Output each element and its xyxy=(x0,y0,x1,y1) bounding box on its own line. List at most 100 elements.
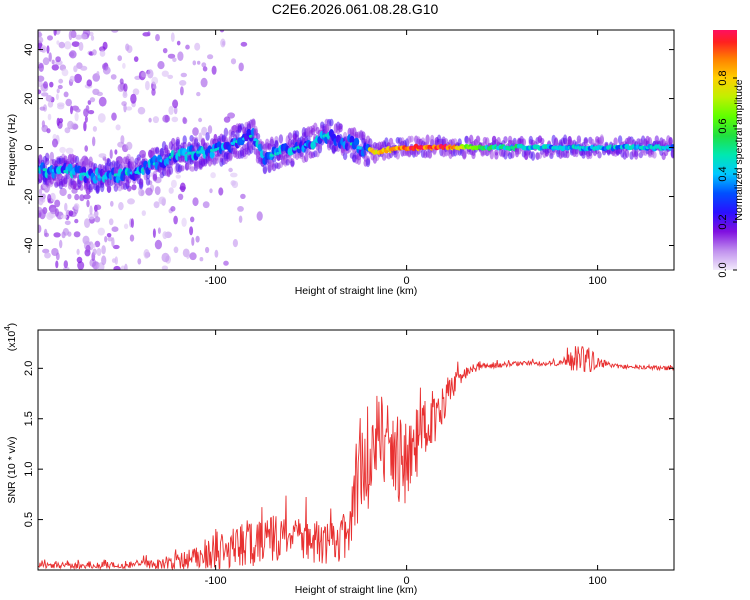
spectrogram-noise-cell xyxy=(58,41,65,49)
snr-x-tick-label: 100 xyxy=(588,575,606,587)
spectrogram-noise-cell xyxy=(83,194,91,200)
spectrogram-halo-cell xyxy=(562,134,568,145)
spectrogram-noise-cell xyxy=(64,202,68,212)
spectrogram-noise-cell xyxy=(200,77,208,88)
spectrogram-noise-cell xyxy=(223,260,229,266)
spectrogram-noise-cell xyxy=(256,211,263,221)
spectrogram-noise-cell xyxy=(83,121,87,132)
spectrogram-noise-cell xyxy=(161,70,169,77)
spectrogram-noise-cell xyxy=(180,86,184,96)
spectrogram-noise-cell xyxy=(185,44,190,50)
spectrogram-noise-cell xyxy=(145,80,150,91)
spectrogram-noise-cell xyxy=(108,218,114,226)
spectrogram-noise-cell xyxy=(113,265,121,270)
spectrogram-frame xyxy=(37,29,675,271)
spectrogram-noise-cell xyxy=(63,91,69,98)
spectrogram-noise-cell xyxy=(96,91,104,97)
spectrogram-noise-cell xyxy=(38,62,44,72)
spectrogram-halo-cell xyxy=(49,151,54,162)
spectrogram-noise-cell xyxy=(177,193,184,200)
spectrogram-noise-cell xyxy=(158,196,166,205)
spectrogram-noise-cell xyxy=(157,227,161,234)
spectrogram-noise-cell xyxy=(238,215,243,223)
spectrogram-noise-cell xyxy=(59,239,63,249)
spectrogram-noise-cell xyxy=(161,265,169,270)
spectrogram-halo-cell xyxy=(168,166,174,175)
spectrogram-halo-cell xyxy=(74,155,80,165)
spectrogram-noise-cell xyxy=(102,63,107,70)
spectrogram-halo-cell xyxy=(540,137,545,145)
spectrogram-noise-cell xyxy=(56,88,60,94)
spectrogram-halo-cell xyxy=(489,149,494,160)
spectrogram-noise-cell xyxy=(74,73,82,84)
spectrogram-noise-cell xyxy=(54,199,61,208)
spectrogram-y-tick-label: -40 xyxy=(23,238,35,254)
spectrogram-ridge-cell xyxy=(670,144,674,149)
spectrogram-noise-cell xyxy=(170,206,176,212)
colorbar: 0.0 0.2 0.4 0.6 0.8 Normalized spectral ampl… xyxy=(713,30,745,278)
spectrogram-noise-cell xyxy=(55,93,59,101)
spectrogram-noise-cell xyxy=(143,249,150,259)
spectrogram-halo-cell xyxy=(530,151,536,161)
spectrogram-noise-cell xyxy=(207,125,213,134)
spectrogram-marks xyxy=(38,30,674,270)
spectrogram-noise-cell xyxy=(123,83,128,92)
snr-multiplier: (x104) xyxy=(3,323,18,351)
spectrogram-noise-cell xyxy=(59,146,66,154)
spectrogram-noise-cell xyxy=(120,135,125,145)
spectrogram-noise-cell xyxy=(67,120,74,130)
spectrogram-halo-cell xyxy=(409,135,414,143)
spectrogram-noise-cell xyxy=(52,138,58,148)
spectrogram-noise-cell xyxy=(68,51,75,57)
spectrogram-halo-cell xyxy=(88,156,93,165)
spectrogram-noise-cell xyxy=(201,126,208,136)
spectrogram-panel: -100 0 100 -40 -20 0 20 40 Height of straight l… xyxy=(6,29,675,297)
spectrogram-noise-cell xyxy=(88,213,95,220)
spectrogram-noise-cell xyxy=(182,117,188,125)
spectrogram-noise-cell xyxy=(198,117,203,123)
spectrogram-x-tick-label: 0 xyxy=(404,275,410,287)
spectrogram-noise-cell xyxy=(219,30,225,33)
spectrogram-noise-cell xyxy=(137,258,142,265)
spectrogram-noise-cell xyxy=(84,218,91,229)
spectrogram-noise-cell xyxy=(240,193,246,199)
spectrogram-y-tick-label: 40 xyxy=(23,43,35,55)
spectrogram-noise-cell xyxy=(230,180,236,186)
spectrogram-noise-cell xyxy=(133,56,139,62)
spectrogram-noise-cell xyxy=(92,248,97,256)
spectrogram-halo-cell xyxy=(63,177,68,185)
spectrogram-noise-cell xyxy=(125,106,133,111)
spectrogram-noise-cell xyxy=(51,64,59,71)
spectrogram-noise-cell xyxy=(98,96,107,107)
spectrogram-y-tick-label: 0 xyxy=(23,144,35,150)
spectrogram-noise-cell xyxy=(49,192,56,202)
spectrogram-halo-cell xyxy=(72,180,77,189)
spectrogram-halo-cell xyxy=(624,149,630,158)
chart-title: C2E6.2026.061.08.28.G10 xyxy=(272,1,439,17)
spectrogram-halo-cell xyxy=(338,123,343,130)
spectrogram-noise-cell xyxy=(145,187,153,196)
spectrogram-noise-cell xyxy=(172,99,179,109)
spectrogram-halo-cell xyxy=(329,118,334,127)
spectrogram-noise-cell xyxy=(89,205,93,215)
spectrogram-noise-cell xyxy=(59,187,67,197)
snr-y-tick-label: 2.0 xyxy=(23,361,35,376)
spectrogram-noise-cell xyxy=(227,112,236,119)
spectrogram-noise-cell xyxy=(196,91,201,97)
colorbar-tick-label: 0.6 xyxy=(717,118,729,133)
spectrogram-halo-cell xyxy=(255,133,261,140)
spectrogram-halo-cell xyxy=(287,132,293,140)
spectrogram-noise-cell xyxy=(181,217,187,227)
spectrogram-halo-cell xyxy=(223,127,229,137)
spectrogram-noise-cell xyxy=(93,210,99,218)
spectrogram-noise-cell xyxy=(85,105,90,113)
spectrogram-halo-cell xyxy=(175,138,180,147)
spectrogram-noise-cell xyxy=(90,35,95,41)
spectrogram-noise-cell xyxy=(55,260,59,269)
spectrogram-noise-cell xyxy=(161,252,170,263)
snr-multiplier-label: (x104) xyxy=(3,323,18,351)
spectrogram-halo-cell xyxy=(503,136,508,144)
spectrogram-noise-cell xyxy=(152,228,156,238)
spectrogram-noise-cell xyxy=(75,34,83,40)
spectrogram-noise-cell xyxy=(175,174,181,179)
